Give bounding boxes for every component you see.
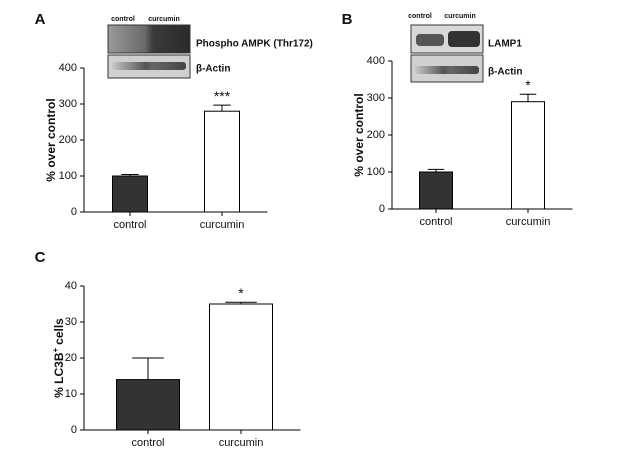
bar xyxy=(112,175,148,213)
x-tick-label: curcumin xyxy=(200,219,245,231)
y-tick-label: 100 xyxy=(59,170,77,182)
blot-band-label: β-Actin xyxy=(488,67,522,78)
x-tick-label: control xyxy=(419,216,452,228)
y-tick-label: 300 xyxy=(367,92,385,104)
y-tick-label: 40 xyxy=(65,280,77,292)
y-axis-label: % over control xyxy=(44,98,58,181)
blot-band xyxy=(112,62,186,70)
bar xyxy=(209,303,273,431)
bar xyxy=(419,171,453,210)
panel-label: C xyxy=(35,249,46,266)
y-axis-label: % LC3B+ cells xyxy=(51,318,67,398)
blot-image xyxy=(107,24,191,54)
y-axis-label: % over control xyxy=(352,93,366,176)
blot-band-label: Phospho AMPK (Thr172) xyxy=(196,39,313,50)
y-tick-label: 0 xyxy=(71,424,77,436)
bar xyxy=(204,110,240,213)
y-axis-label-part: % over control xyxy=(352,93,366,176)
blot-band xyxy=(416,34,444,46)
y-axis-label-part: % LC3B xyxy=(52,352,66,398)
x-tick-label: control xyxy=(113,219,146,231)
blot-lane-label: curcumin xyxy=(148,16,180,23)
y-tick-label: 200 xyxy=(367,129,385,141)
y-tick-label: 30 xyxy=(65,316,77,328)
y-tick-label: 0 xyxy=(71,206,77,218)
y-tick-label: 300 xyxy=(59,98,77,110)
y-tick-label: 200 xyxy=(59,134,77,146)
significance-label: *** xyxy=(214,88,231,104)
y-tick-label: 0 xyxy=(379,203,385,215)
y-axis-label-part: cells xyxy=(52,318,66,345)
panel-label: B xyxy=(342,11,353,28)
significance-label: * xyxy=(238,285,244,301)
blot-band xyxy=(448,31,480,47)
y-tick-label: 10 xyxy=(65,388,77,400)
blot-band-label: β-Actin xyxy=(196,64,230,75)
blot-band-label: LAMP1 xyxy=(488,39,522,50)
bar xyxy=(116,379,180,431)
y-tick-label: 400 xyxy=(59,62,77,74)
y-axis-label-part: % over control xyxy=(44,98,58,181)
significance-label: * xyxy=(525,77,531,93)
bar xyxy=(511,101,545,210)
blot-band xyxy=(415,66,479,74)
y-tick-label: 100 xyxy=(367,166,385,178)
x-tick-label: curcumin xyxy=(219,437,264,449)
panel-label: A xyxy=(35,11,46,28)
blot-lane-label: control xyxy=(408,13,432,20)
y-axis-label-part: + xyxy=(51,348,60,353)
blot-lane-label: control xyxy=(111,16,135,23)
x-tick-label: curcumin xyxy=(506,216,551,228)
y-tick-label: 20 xyxy=(65,352,77,364)
x-tick-label: control xyxy=(131,437,164,449)
blot-lane-label: curcumin xyxy=(444,13,476,20)
y-tick-label: 400 xyxy=(367,55,385,67)
